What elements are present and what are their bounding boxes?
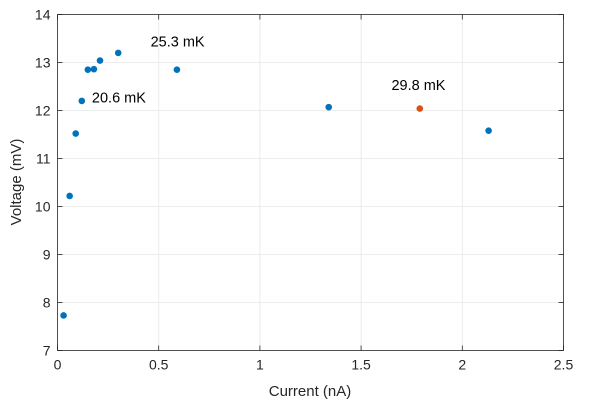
y-tick-label: 13 (35, 55, 51, 71)
data-point (416, 105, 424, 112)
y-tick-label: 14 (35, 7, 51, 23)
y-tick-label: 9 (43, 247, 51, 263)
data-point (60, 312, 67, 319)
data-point (325, 103, 333, 111)
x-tick-label: 2 (458, 357, 466, 373)
data-points (60, 49, 492, 319)
data-point (66, 192, 73, 200)
y-tick-labels: 7 8 9 10 11 12 13 14 (35, 7, 51, 359)
y-axis-label: Voltage (mV) (8, 139, 25, 226)
plot-frame (57, 14, 564, 351)
annotations: 20.6 mK 25.3 mK 29.8 mK (92, 35, 446, 107)
x-tick-label: 2.5 (554, 357, 574, 373)
temperature-annotation: 20.6 mK (92, 90, 146, 106)
data-point (96, 57, 104, 64)
y-tick-label: 7 (43, 343, 51, 359)
grid (57, 14, 564, 351)
x-tick-label: 0 (54, 357, 62, 373)
x-axis-label: Current (nA) (269, 383, 352, 400)
y-tick-label: 8 (43, 295, 51, 311)
y-tick-label: 10 (35, 199, 51, 215)
x-tick-label: 1.5 (351, 357, 371, 373)
data-point (72, 130, 80, 137)
y-tick-label: 12 (35, 103, 51, 119)
data-point (90, 65, 98, 73)
x-tick-label: 0.5 (149, 357, 169, 373)
temperature-annotation: 29.8 mK (391, 78, 445, 94)
data-point (173, 66, 181, 73)
data-point (78, 97, 86, 105)
x-tick-label: 1 (256, 357, 264, 373)
data-point (84, 66, 92, 73)
axis-ticks (57, 14, 564, 351)
data-point (485, 127, 492, 134)
temperature-annotation: 25.3 mK (151, 35, 205, 51)
data-point (114, 49, 122, 57)
x-tick-labels: 0 0.5 1 1.5 2 2.5 (54, 357, 574, 373)
y-tick-label: 11 (36, 151, 51, 167)
